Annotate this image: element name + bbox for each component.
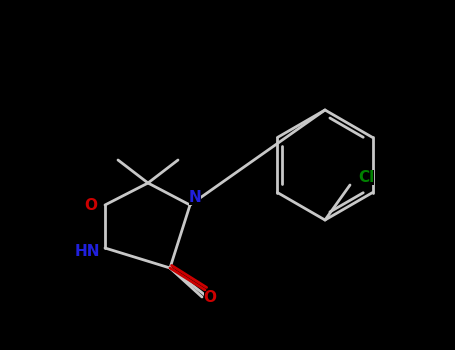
Text: N: N bbox=[189, 189, 202, 204]
Text: O: O bbox=[203, 290, 217, 306]
Text: HN: HN bbox=[74, 245, 100, 259]
Text: O: O bbox=[85, 197, 97, 212]
Text: Cl: Cl bbox=[358, 169, 374, 184]
